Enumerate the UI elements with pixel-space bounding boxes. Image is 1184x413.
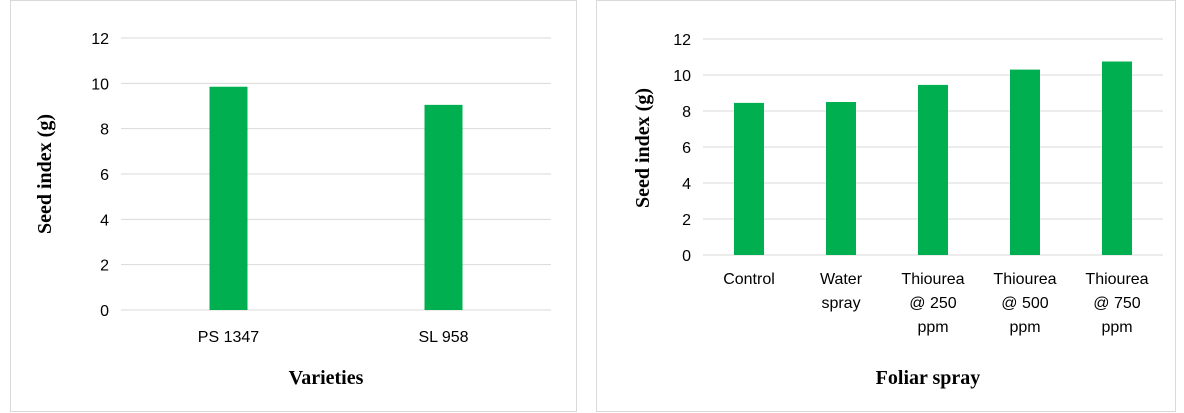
- y-tick-label: 2: [682, 212, 691, 229]
- x-axis-title: Varieties: [289, 367, 364, 389]
- bar: [424, 104, 463, 310]
- bar: [209, 86, 248, 310]
- bar: [1102, 61, 1132, 255]
- chart-foliar-spray: 0 2 4 6 8 10 12 Control Water spray Thiourea @ 250 p…: [632, 32, 1163, 389]
- y-tick-label: 12: [91, 31, 109, 48]
- y-tick-label: 4: [682, 176, 691, 193]
- y-tick-label: 12: [673, 32, 691, 49]
- x-category-label: PS 1347: [198, 329, 259, 346]
- bar: [734, 102, 764, 256]
- chart-varieties: 0 2 4 6 8 10 12 PS 1347 SL 958 Varieties Seed inde…: [34, 31, 551, 389]
- y-tick-label: 8: [100, 122, 109, 139]
- x-category-label: Thiourea @ 250 ppm: [901, 271, 964, 336]
- x-category-label: Thiourea @ 500 ppm: [993, 271, 1056, 336]
- y-tick-label: 4: [100, 212, 109, 229]
- y-tick-label: 0: [682, 248, 691, 265]
- bar: [826, 102, 856, 255]
- chart-panel-varieties: 0 2 4 6 8 10 12 PS 1347 SL 958 Varieties Seed inde…: [10, 0, 577, 412]
- y-tick-label: 10: [91, 76, 109, 93]
- y-tick-label: 2: [100, 258, 109, 275]
- bar: [918, 84, 948, 256]
- y-tick-label: 8: [682, 104, 691, 121]
- y-tick-label: 6: [682, 140, 691, 157]
- y-tick-label: 10: [673, 68, 691, 85]
- chart-panel-foliar-spray: 0 2 4 6 8 10 12 Control Water spray Thiourea @ 250 p…: [596, 0, 1176, 412]
- y-tick-label: 6: [100, 167, 109, 184]
- x-category-label: Thiourea @ 750 ppm: [1085, 271, 1148, 336]
- x-category-label: Water spray: [820, 271, 863, 312]
- x-category-label: Control: [723, 271, 775, 288]
- y-axis-title: Seed index (g): [632, 88, 654, 208]
- y-axis-title: Seed index (g): [34, 114, 56, 234]
- bar: [1010, 69, 1040, 255]
- y-tick-label: 0: [100, 303, 109, 320]
- x-category-label: SL 958: [418, 329, 468, 346]
- x-axis-title: Foliar spray: [876, 367, 981, 389]
